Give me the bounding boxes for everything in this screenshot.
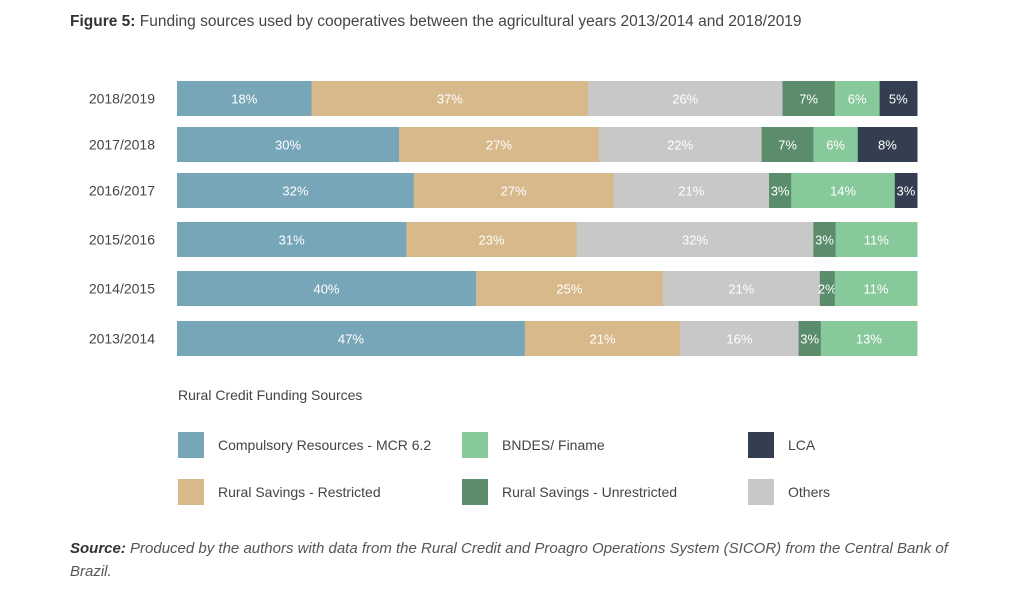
legend-item: Rural Savings - Restricted [178,479,381,505]
data-label: 25% [556,282,582,297]
data-label: 6% [826,138,845,153]
bar-segment [813,222,837,257]
legend-label: Others [788,484,831,500]
legend-item: LCA [748,432,815,458]
bar-segment [680,321,800,356]
data-label: 27% [486,138,512,153]
data-label: 27% [501,184,527,199]
bar-segment [820,321,918,356]
figure-label: Figure 5: [70,13,136,30]
bar-segment [769,173,792,208]
bar-segment [177,127,400,162]
data-label: 31% [279,233,305,248]
data-label: 37% [437,92,463,107]
legend-title: Rural Credit Funding Sources [178,387,363,403]
legend-swatch [462,479,488,505]
bar-segment [813,127,859,162]
data-label: 3% [815,233,834,248]
legend-swatch [178,432,204,458]
bar-segment [406,222,578,257]
legend-label: Compulsory Resources - MCR 6.2 [218,437,432,453]
data-label: 5% [889,92,908,107]
source-text: Produced by the authors with data from t… [70,540,948,580]
legend-item: BNDES/ Finame [462,432,605,458]
bar-segment [399,127,600,162]
data-label: 16% [726,332,752,347]
data-label: 7% [799,92,818,107]
bar-segment [598,127,763,162]
legend-item: Others [748,479,830,505]
figure-title-text: Funding sources used by cooperatives bet… [139,13,802,30]
legend-label: Rural Savings - Restricted [218,484,381,500]
category-label: 2015/2016 [89,232,155,248]
bar-segment [177,173,415,208]
legend-item: Compulsory Resources - MCR 6.2 [178,432,431,458]
data-label: 2% [818,282,837,297]
bar-segment [835,222,918,257]
bar-segment [177,271,477,306]
data-label: 30% [275,138,301,153]
data-label: 6% [848,92,867,107]
data-label: 21% [678,184,704,199]
figure-title: Figure 5: Funding sources used by cooper… [70,13,802,31]
bar-segment [576,222,814,257]
data-label: 47% [338,332,364,347]
bar-segment [177,81,313,116]
data-label: 8% [878,138,897,153]
bar-segment [834,81,881,116]
category-label: 2018/2019 [89,91,155,107]
category-label: 2014/2015 [89,281,155,297]
stacked-bar-chart: 2018/2019 18% 37% 26% 7% 6% 5% 2017/2018 30% 27% 2… [89,81,918,356]
data-label: 3% [897,184,916,199]
legend-swatch [748,432,774,458]
data-label: 11% [864,233,889,248]
bar-segment [662,271,821,306]
bar-segment [311,81,589,116]
legend-label: BNDES/ Finame [502,437,605,453]
bar-segment [761,127,814,162]
data-label: 23% [478,233,504,248]
data-label: 22% [667,138,693,153]
bar-segment [894,173,918,208]
category-label: 2013/2014 [89,331,155,347]
data-label: 21% [589,332,615,347]
bar-segment [791,173,896,208]
data-label: 7% [778,138,797,153]
data-label: 3% [771,184,790,199]
bar-segment [798,321,822,356]
bar-segment [475,271,664,306]
bar-segment [819,271,836,306]
bar-segment [782,81,836,116]
legend-item: Rural Savings - Unrestricted [462,479,677,505]
data-label: 32% [682,233,708,248]
legend-swatch [748,479,774,505]
data-label: 3% [800,332,819,347]
bar-segment [588,81,783,116]
data-label: 21% [728,282,754,297]
category-label: 2017/2018 [89,137,155,153]
source-label: Source: [70,540,126,557]
data-label: 11% [863,282,888,297]
data-label: 26% [672,92,698,107]
source-note: Source: Produced by the authors with dat… [70,537,950,583]
data-label: 14% [830,184,856,199]
bar-segment [413,173,615,208]
bar-segment [177,321,526,356]
category-label: 2016/2017 [89,183,155,199]
data-label: 13% [856,332,882,347]
legend-label: Rural Savings - Unrestricted [502,484,678,500]
bar-segment [613,173,770,208]
bar-segment [834,271,918,306]
bar-segment [177,222,407,257]
legend-label: LCA [788,437,816,453]
data-label: 40% [313,282,339,297]
bar-segment [857,127,918,162]
bar-segment [524,321,681,356]
legend-swatch [178,479,204,505]
data-label: 18% [231,92,257,107]
data-label: 32% [282,184,308,199]
legend-swatch [462,432,488,458]
bar-segment [879,81,918,116]
